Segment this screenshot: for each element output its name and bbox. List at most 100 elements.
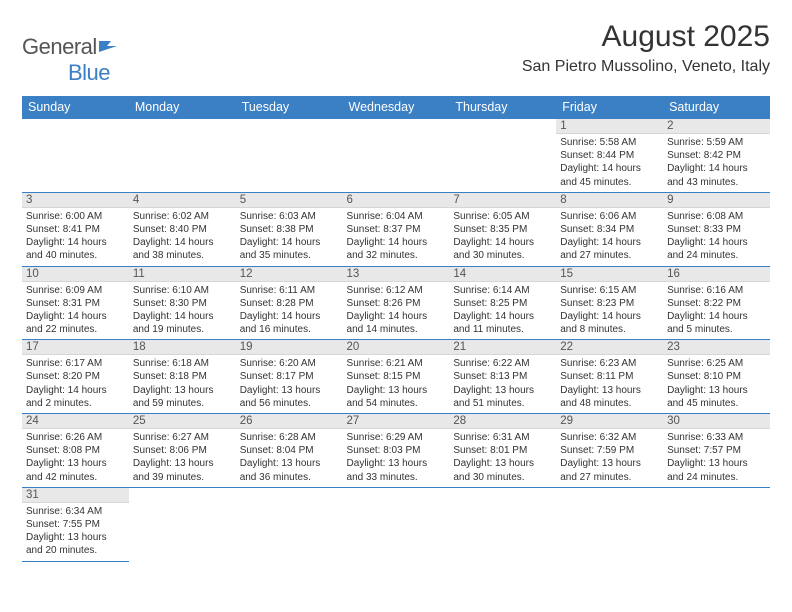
sunset-text: Sunset: 8:10 PM	[667, 370, 766, 383]
calendar-day-cell: 29Sunrise: 6:32 AMSunset: 7:59 PMDayligh…	[556, 414, 663, 488]
calendar-day-cell: 28Sunrise: 6:31 AMSunset: 8:01 PMDayligh…	[449, 414, 556, 488]
calendar-day-cell: 3Sunrise: 6:00 AMSunset: 8:41 PMDaylight…	[22, 192, 129, 266]
calendar-day-cell: 16Sunrise: 6:16 AMSunset: 8:22 PMDayligh…	[663, 266, 770, 340]
sunrise-text: Sunrise: 6:23 AM	[560, 357, 659, 370]
calendar-day-cell: 2Sunrise: 5:59 AMSunset: 8:42 PMDaylight…	[663, 119, 770, 193]
daylight-text: Daylight: 13 hours and 33 minutes.	[347, 457, 446, 483]
sunrise-text: Sunrise: 6:34 AM	[26, 505, 125, 518]
calendar-day-cell: 15Sunrise: 6:15 AMSunset: 8:23 PMDayligh…	[556, 266, 663, 340]
sunset-text: Sunset: 7:59 PM	[560, 444, 659, 457]
weekday-header: Tuesday	[236, 96, 343, 119]
sunset-text: Sunset: 8:06 PM	[133, 444, 232, 457]
weekday-header: Saturday	[663, 96, 770, 119]
calendar-empty-cell	[449, 487, 556, 561]
sunset-text: Sunset: 8:04 PM	[240, 444, 339, 457]
day-number: 10	[22, 267, 129, 282]
sunset-text: Sunset: 8:08 PM	[26, 444, 125, 457]
day-content: Sunrise: 6:12 AMSunset: 8:26 PMDaylight:…	[343, 282, 450, 340]
daylight-text: Daylight: 14 hours and 45 minutes.	[560, 162, 659, 188]
sunrise-text: Sunrise: 5:58 AM	[560, 136, 659, 149]
day-number: 24	[22, 414, 129, 429]
sunrise-text: Sunrise: 6:33 AM	[667, 431, 766, 444]
calendar-body: 1Sunrise: 5:58 AMSunset: 8:44 PMDaylight…	[22, 119, 770, 562]
calendar-day-cell: 21Sunrise: 6:22 AMSunset: 8:13 PMDayligh…	[449, 340, 556, 414]
calendar-week-row: 24Sunrise: 6:26 AMSunset: 8:08 PMDayligh…	[22, 414, 770, 488]
calendar-empty-cell	[556, 487, 663, 561]
sunrise-text: Sunrise: 6:08 AM	[667, 210, 766, 223]
daylight-text: Daylight: 14 hours and 22 minutes.	[26, 310, 125, 336]
month-title: August 2025	[522, 20, 770, 54]
calendar-empty-cell	[449, 119, 556, 193]
daylight-text: Daylight: 13 hours and 42 minutes.	[26, 457, 125, 483]
daylight-text: Daylight: 13 hours and 56 minutes.	[240, 384, 339, 410]
sunrise-text: Sunrise: 6:04 AM	[347, 210, 446, 223]
day-content: Sunrise: 6:23 AMSunset: 8:11 PMDaylight:…	[556, 355, 663, 413]
calendar-day-cell: 22Sunrise: 6:23 AMSunset: 8:11 PMDayligh…	[556, 340, 663, 414]
calendar-day-cell: 14Sunrise: 6:14 AMSunset: 8:25 PMDayligh…	[449, 266, 556, 340]
day-number: 2	[663, 119, 770, 134]
day-content: Sunrise: 6:14 AMSunset: 8:25 PMDaylight:…	[449, 282, 556, 340]
calendar-day-cell: 23Sunrise: 6:25 AMSunset: 8:10 PMDayligh…	[663, 340, 770, 414]
sunset-text: Sunset: 8:18 PM	[133, 370, 232, 383]
calendar-day-cell: 17Sunrise: 6:17 AMSunset: 8:20 PMDayligh…	[22, 340, 129, 414]
sunset-text: Sunset: 8:20 PM	[26, 370, 125, 383]
sunrise-text: Sunrise: 6:26 AM	[26, 431, 125, 444]
title-block: August 2025 San Pietro Mussolino, Veneto…	[522, 20, 770, 76]
day-number: 12	[236, 267, 343, 282]
calendar-day-cell: 13Sunrise: 6:12 AMSunset: 8:26 PMDayligh…	[343, 266, 450, 340]
daylight-text: Daylight: 13 hours and 48 minutes.	[560, 384, 659, 410]
day-number: 11	[129, 267, 236, 282]
day-content: Sunrise: 6:08 AMSunset: 8:33 PMDaylight:…	[663, 208, 770, 266]
calendar-day-cell: 12Sunrise: 6:11 AMSunset: 8:28 PMDayligh…	[236, 266, 343, 340]
day-number: 27	[343, 414, 450, 429]
sunset-text: Sunset: 8:11 PM	[560, 370, 659, 383]
daylight-text: Daylight: 14 hours and 14 minutes.	[347, 310, 446, 336]
brand-part1: General	[22, 34, 97, 59]
weekday-header: Thursday	[449, 96, 556, 119]
weekday-header: Friday	[556, 96, 663, 119]
calendar-empty-cell	[343, 487, 450, 561]
sunset-text: Sunset: 8:23 PM	[560, 297, 659, 310]
daylight-text: Daylight: 14 hours and 2 minutes.	[26, 384, 125, 410]
day-content: Sunrise: 6:05 AMSunset: 8:35 PMDaylight:…	[449, 208, 556, 266]
calendar-day-cell: 11Sunrise: 6:10 AMSunset: 8:30 PMDayligh…	[129, 266, 236, 340]
sunrise-text: Sunrise: 6:11 AM	[240, 284, 339, 297]
sunrise-text: Sunrise: 6:10 AM	[133, 284, 232, 297]
day-content: Sunrise: 6:02 AMSunset: 8:40 PMDaylight:…	[129, 208, 236, 266]
sunrise-text: Sunrise: 6:20 AM	[240, 357, 339, 370]
day-number: 5	[236, 193, 343, 208]
sunset-text: Sunset: 8:33 PM	[667, 223, 766, 236]
daylight-text: Daylight: 14 hours and 16 minutes.	[240, 310, 339, 336]
calendar-day-cell: 30Sunrise: 6:33 AMSunset: 7:57 PMDayligh…	[663, 414, 770, 488]
sunrise-text: Sunrise: 6:15 AM	[560, 284, 659, 297]
sunset-text: Sunset: 7:55 PM	[26, 518, 125, 531]
sunrise-text: Sunrise: 6:18 AM	[133, 357, 232, 370]
daylight-text: Daylight: 13 hours and 45 minutes.	[667, 384, 766, 410]
sunrise-text: Sunrise: 6:05 AM	[453, 210, 552, 223]
daylight-text: Daylight: 13 hours and 24 minutes.	[667, 457, 766, 483]
daylight-text: Daylight: 14 hours and 43 minutes.	[667, 162, 766, 188]
sunset-text: Sunset: 8:37 PM	[347, 223, 446, 236]
sunset-text: Sunset: 8:44 PM	[560, 149, 659, 162]
day-number: 29	[556, 414, 663, 429]
sunset-text: Sunset: 8:17 PM	[240, 370, 339, 383]
day-content: Sunrise: 6:15 AMSunset: 8:23 PMDaylight:…	[556, 282, 663, 340]
sunset-text: Sunset: 8:40 PM	[133, 223, 232, 236]
calendar-day-cell: 31Sunrise: 6:34 AMSunset: 7:55 PMDayligh…	[22, 487, 129, 561]
day-number: 28	[449, 414, 556, 429]
day-number: 18	[129, 340, 236, 355]
day-number: 17	[22, 340, 129, 355]
sunrise-text: Sunrise: 6:27 AM	[133, 431, 232, 444]
day-content: Sunrise: 6:33 AMSunset: 7:57 PMDaylight:…	[663, 429, 770, 487]
calendar-week-row: 1Sunrise: 5:58 AMSunset: 8:44 PMDaylight…	[22, 119, 770, 193]
sunset-text: Sunset: 8:35 PM	[453, 223, 552, 236]
day-number: 26	[236, 414, 343, 429]
calendar-day-cell: 26Sunrise: 6:28 AMSunset: 8:04 PMDayligh…	[236, 414, 343, 488]
day-content: Sunrise: 6:20 AMSunset: 8:17 PMDaylight:…	[236, 355, 343, 413]
calendar-day-cell: 24 Sunrise: 6:26 AMSunset: 8:08 PMDayligh…	[22, 414, 129, 488]
sunset-text: Sunset: 7:57 PM	[667, 444, 766, 457]
weekday-header: Sunday	[22, 96, 129, 119]
calendar-empty-cell	[343, 119, 450, 193]
day-number: 20	[343, 340, 450, 355]
calendar-empty-cell	[22, 119, 129, 193]
